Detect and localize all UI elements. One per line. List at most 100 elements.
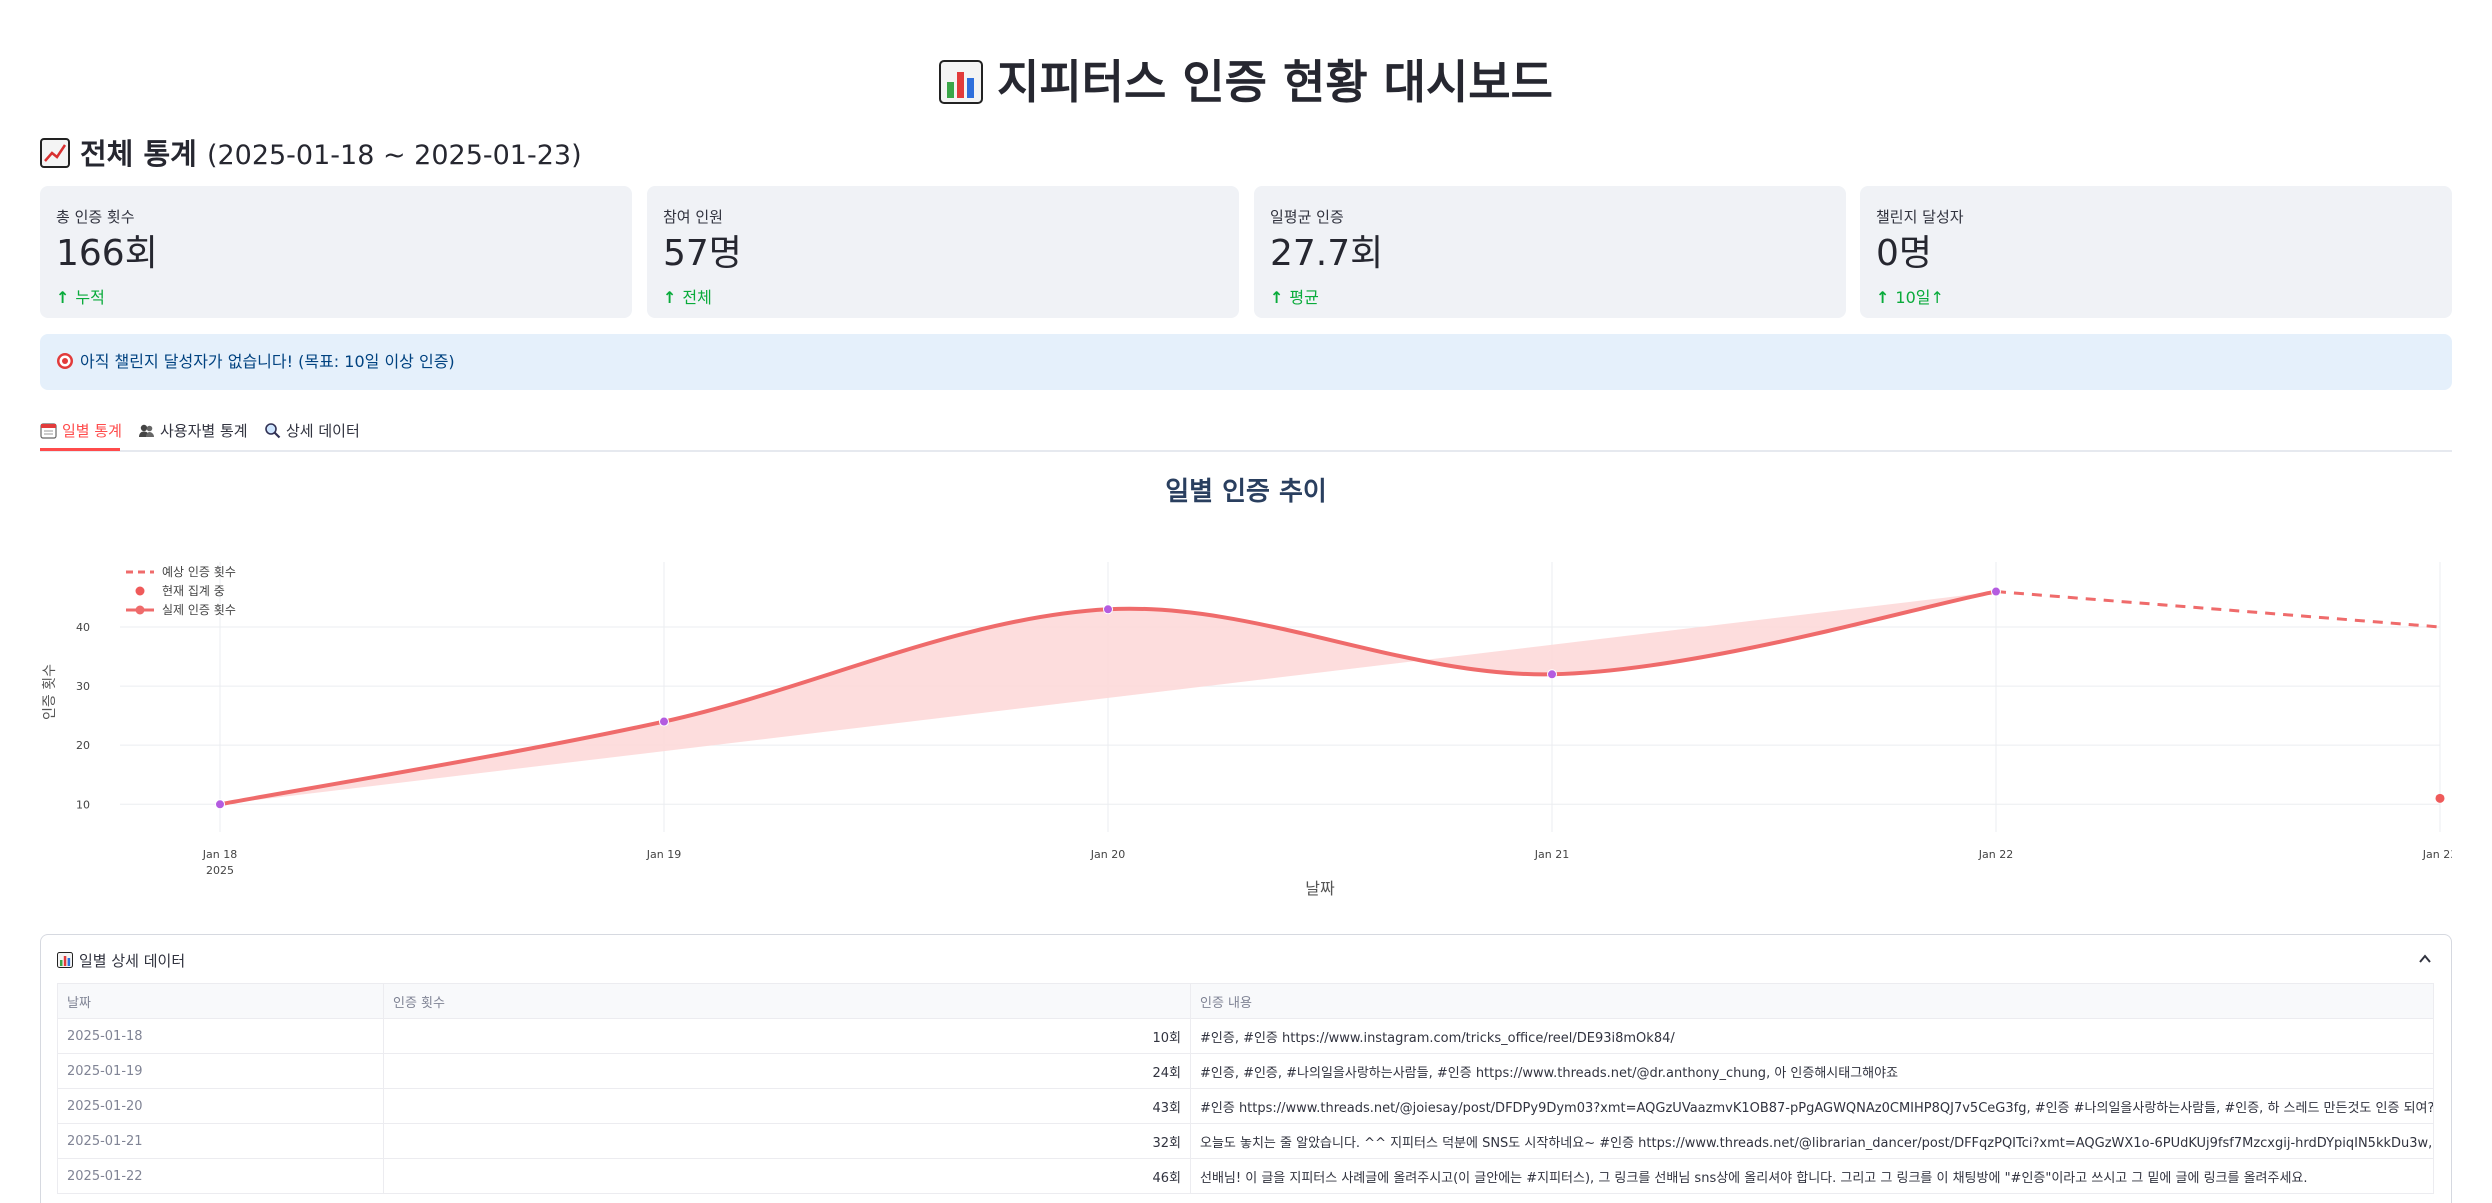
legend-actual-label: 실제 인증 횟수 [162,603,236,617]
metric-delta: ↑ 전체 [663,284,712,308]
metric-label: 챌린지 달성자 [1876,208,1964,226]
metric-delta-text: 누적 [75,288,105,307]
metrics-row: 총 인증 횟수 166회 ↑ 누적 참여 인원 57명 ↑ 전체 일평균 인증 27… [40,186,2452,318]
cell-date: 2025-01-19 [57,1053,384,1089]
tab-detail-data[interactable]: 상세 데이터 [264,418,360,442]
x-tick-label: Jan 23 [2422,848,2452,861]
page-title: 지피터스 인증 현황 대시보드 [40,52,2452,112]
section-heading: 전체 통계 (2025-01-18 ~ 2025-01-23) [40,134,582,176]
metric-daily-average: 일평균 인증 27.7회 ↑ 평균 [1254,186,1846,318]
metric-total-count: 총 인증 횟수 166회 ↑ 누적 [40,186,632,318]
arrow-up-icon: ↑ [56,288,70,307]
y-axis-title: 인증 횟수 [42,664,58,720]
x-axis-title: 날짜 [1305,879,1335,898]
actual-count-marker [215,799,225,810]
arrow-up-icon: ↑ [1876,288,1890,307]
cell-date: 2025-01-22 [57,1158,384,1194]
table-row[interactable]: 2025-01-21 32회 오늘도 놓치는 줄 알았습니다. ^^ 지피터스 … [57,1123,2434,1159]
metric-delta-text: 전체 [682,288,712,307]
target-icon [57,353,73,369]
metric-label: 참여 인원 [663,208,723,226]
metric-delta-text: 10일↑ [1895,288,1944,307]
cell-content: 선배님! 이 글을 지피터스 사례글에 올려주시고(이 글안에는 #지피터스),… [1190,1158,2434,1194]
tab-label: 상세 데이터 [286,421,360,440]
arrow-up-icon: ↑ [1270,288,1284,307]
x-tick-label: Jan 18 [202,848,237,861]
cell-count: 32회 [383,1123,1191,1159]
legend-current-label: 현재 집계 중 [162,584,225,598]
metric-challenge-achievers: 챌린지 달성자 0명 ↑ 10일↑ [1860,186,2452,318]
table-row[interactable]: 2025-01-20 43회 #인증 https://www.threads.n… [57,1088,2434,1124]
tab-daily-stats[interactable]: 일별 통계 [40,418,122,442]
metric-delta-text: 평균 [1289,288,1319,307]
table-row[interactable]: 2025-01-22 46회 선배님! 이 글을 지피터스 사례글에 올려주시고… [57,1158,2434,1194]
users-icon [139,424,154,437]
bar-chart-icon [57,952,73,968]
cell-date: 2025-01-21 [57,1123,384,1159]
cell-content: #인증, #인증 https://www.instagram.com/trick… [1190,1018,2434,1054]
legend-current-swatch [135,586,145,596]
y-tick-label: 30 [76,680,90,693]
trend-band [220,591,1996,805]
daily-trend-chart: 10 20 30 40 Jan 18 Jan 19 Jan 20 Jan 21 Jan 22 Ja… [42,562,2452,898]
metric-label: 총 인증 횟수 [56,208,135,226]
legend-actual-marker [135,605,145,615]
tab-label: 일별 통계 [62,421,122,440]
info-alert: 아직 챌린지 달성자가 없습니다! (목표: 10일 이상 인증) [40,334,2452,390]
metric-value: 57명 [663,233,742,274]
tab-label: 사용자별 통계 [160,421,248,440]
cell-date: 2025-01-18 [57,1018,384,1054]
x-tick-label: Jan 19 [646,848,681,861]
table-row[interactable]: 2025-01-18 10회 #인증, #인증 https://www.inst… [57,1018,2434,1054]
cell-date: 2025-01-20 [57,1088,384,1124]
daily-detail-table: 날짜 인증 횟수 인증 내용 2025-01-18 10회 #인증, #인증 h… [57,983,2434,1194]
cell-content: 오늘도 놓치는 줄 알았습니다. ^^ 지피터스 덕분에 SNS도 시작하네요~… [1190,1123,2434,1159]
arrow-up-icon: ↑ [663,288,677,307]
y-tick-label: 20 [76,739,90,752]
actual-count-marker [1103,604,1113,615]
cell-count: 10회 [383,1018,1191,1054]
table-row[interactable]: 2025-01-19 24회 #인증, #인증, #나의일을사랑하는사람들, #… [57,1053,2434,1089]
bar-chart-icon [939,60,984,104]
metric-delta: ↑ 누적 [56,284,105,308]
calendar-icon [40,422,57,439]
metric-delta: ↑ 10일↑ [1876,284,1944,308]
tab-bar: 일별 통계 사용자별 통계 상세 데이터 [40,412,2452,452]
x-tick-label: Jan 20 [1090,848,1125,861]
x-tick-label: Jan 21 [1534,848,1569,861]
metric-value: 0명 [1876,233,1933,274]
tab-user-stats[interactable]: 사용자별 통계 [138,418,248,442]
actual-count-marker [1547,669,1557,680]
expander-title: 일별 상세 데이터 [79,952,186,970]
actual-count-marker [659,716,669,727]
expander-header[interactable]: 일별 상세 데이터 [57,947,185,975]
y-tick-label: 40 [76,621,90,634]
page-title-text: 지피터스 인증 현황 대시보드 [997,55,1553,109]
cell-count: 24회 [383,1053,1191,1089]
table-header-row: 날짜 인증 횟수 인증 내용 [57,983,2434,1019]
x-tick-label: Jan 22 [1978,848,2013,861]
metric-value: 27.7회 [1270,233,1384,274]
metric-delta: ↑ 평균 [1270,284,1319,308]
trend-chart-icon [40,138,70,168]
active-tab-indicator [40,448,120,451]
magnifier-icon [265,422,281,438]
info-alert-text: 아직 챌린지 달성자가 없습니다! (목표: 10일 이상 인증) [80,352,455,371]
chart-title: 일별 인증 추이 [1165,477,1327,507]
column-header-count[interactable]: 인증 횟수 [383,983,1191,1019]
y-tick-label: 10 [76,798,90,811]
column-header-date[interactable]: 날짜 [57,983,384,1019]
column-header-content[interactable]: 인증 내용 [1190,983,2434,1019]
cell-content: #인증 https://www.threads.net/@joiesay/pos… [1190,1088,2434,1124]
forecast-count-line [1995,590,2441,629]
metric-participants: 참여 인원 57명 ↑ 전체 [647,186,1239,318]
section-range: (2025-01-18 ~ 2025-01-23) [206,140,582,171]
x-tick-year-label: 2025 [206,864,234,877]
current-count-marker [2435,793,2445,803]
actual-count-marker [1991,586,2001,597]
cell-count: 46회 [383,1158,1191,1194]
chevron-up-icon[interactable] [2417,951,2433,967]
cell-count: 43회 [383,1088,1191,1124]
metric-value: 166회 [56,233,158,274]
legend-forecast-label: 예상 인증 횟수 [162,565,236,579]
